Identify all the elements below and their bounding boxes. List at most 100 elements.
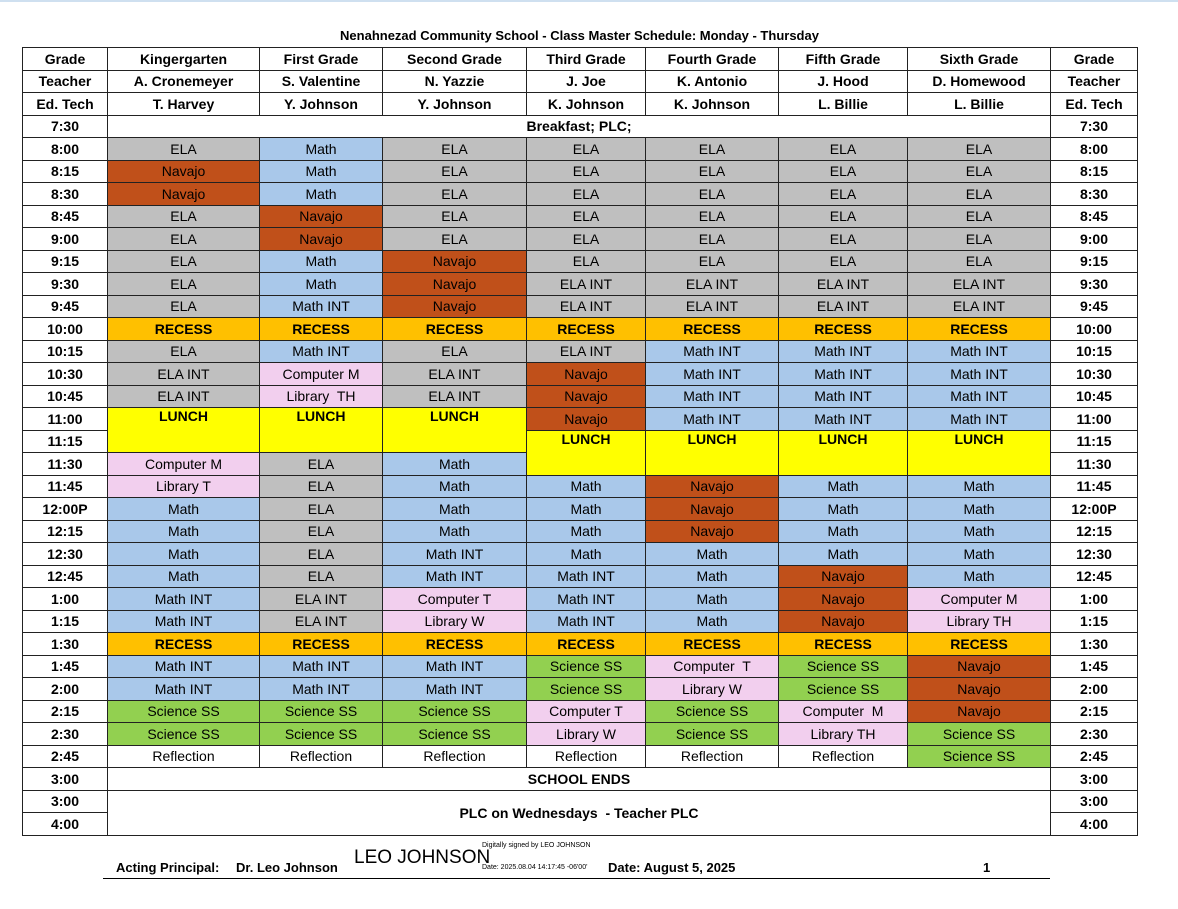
time-label: 11:15 <box>22 429 108 453</box>
column-header: Y. Johnson <box>259 92 383 116</box>
schedule-cell: Library W <box>526 722 646 746</box>
schedule-cell: Math <box>107 519 260 543</box>
schedule-cell: Math INT <box>778 339 908 363</box>
schedule-cell: Breakfast; PLC; <box>107 114 1051 138</box>
table-body: Grade Kingergarten First Grade Second Grade… <box>22 47 1138 836</box>
signature: LEO JOHNSON <box>354 847 491 868</box>
time-label: 1:15 <box>22 609 108 633</box>
column-header: L. Billie <box>778 92 908 116</box>
schedule-cell: Math <box>778 519 908 543</box>
schedule-cell: Math INT <box>778 407 908 431</box>
schedule-cell: ELA <box>526 249 646 273</box>
schedule-cell: Navajo <box>778 564 908 588</box>
schedule-cell: RECESS <box>778 317 908 341</box>
time-label: 9:15 <box>1050 249 1138 273</box>
schedule-cell: ELA <box>778 137 908 161</box>
schedule-cell: Navajo <box>645 497 779 521</box>
column-header: J. Joe <box>526 69 646 93</box>
time-label: 4:00 <box>22 812 108 836</box>
schedule-cell: LUNCH <box>259 407 383 453</box>
table-row: 10:30 ELA INT Computer M ELA INT Navajo Math … <box>22 362 1138 386</box>
table-row: Ed. Tech T. Harvey Y. Johnson Y. Johnson K. … <box>22 92 1138 116</box>
column-header: Kingergarten <box>107 47 260 71</box>
schedule-cell: RECESS <box>382 317 527 341</box>
time-label: 2:30 <box>1050 722 1138 746</box>
schedule-cell: RECESS <box>526 317 646 341</box>
time-label: 2:15 <box>1050 699 1138 723</box>
time-label: 10:30 <box>22 362 108 386</box>
table-row: 2:45 Reflection Reflection Reflection Reflec… <box>22 744 1138 768</box>
schedule-cell: Math INT <box>382 542 527 566</box>
schedule-cell: Science SS <box>778 654 908 678</box>
schedule-cell: RECESS <box>382 632 527 656</box>
schedule-cell: Math INT <box>259 677 383 701</box>
schedule-cell: ELA <box>645 182 779 206</box>
schedule-cell: ELA <box>645 249 779 273</box>
time-label: 7:30 <box>22 114 108 138</box>
time-label: 1:00 <box>22 587 108 611</box>
row-label: Grade <box>1050 47 1138 71</box>
table-row: 2:30 Science SS Science SS Science SS Librar… <box>22 722 1138 746</box>
principal-name: Dr. Leo Johnson <box>236 860 338 875</box>
schedule-cell: Navajo <box>382 249 527 273</box>
table-row: Grade Kingergarten First Grade Second Grade… <box>22 47 1138 71</box>
schedule-cell: LUNCH <box>645 429 779 476</box>
column-header: N. Yazzie <box>382 69 527 93</box>
schedule-cell: Navajo <box>645 519 779 543</box>
table-row: 1:45 Math INT Math INT Math INT Science SS Co… <box>22 654 1138 678</box>
schedule-cell: Math <box>526 542 646 566</box>
table-row: 12:00P Math ELA Math Math Navajo Math Math 12:00… <box>22 497 1138 521</box>
table-row: 1:30 RECESS RECESS RECESS RECESS RECESS RECESS… <box>22 632 1138 656</box>
column-header: First Grade <box>259 47 383 71</box>
schedule-cell: Science SS <box>107 722 260 746</box>
date: Date: August 5, 2025 <box>608 860 736 875</box>
time-label: 12:15 <box>22 519 108 543</box>
schedule-cell: Navajo <box>107 182 260 206</box>
title: Nenahnezad Community School - Class Mast… <box>340 28 819 43</box>
schedule-cell: ELA <box>259 497 383 521</box>
schedule-cell: LUNCH <box>107 407 260 453</box>
schedule-cell: Math INT <box>259 339 383 363</box>
schedule-cell: Reflection <box>259 744 383 768</box>
schedule-cell: Navajo <box>907 699 1051 723</box>
schedule-cell: Navajo <box>526 384 646 408</box>
schedule-cell: ELA <box>382 182 527 206</box>
schedule-cell: Library W <box>645 677 779 701</box>
schedule-cell: Math <box>645 542 779 566</box>
time-label: 9:30 <box>1050 272 1138 296</box>
table-row: 2:15 Science SS Science SS Science SS Comput… <box>22 699 1138 723</box>
time-label: 8:15 <box>22 159 108 183</box>
schedule-cell: Math <box>107 564 260 588</box>
schedule-cell: Math INT <box>382 677 527 701</box>
schedule-cell: ELA <box>907 227 1051 251</box>
schedule-cell: RECESS <box>907 632 1051 656</box>
schedule-cell: Science SS <box>382 722 527 746</box>
schedule-cell: ELA <box>526 227 646 251</box>
schedule-cell: Reflection <box>778 744 908 768</box>
time-label: 1:30 <box>1050 632 1138 656</box>
schedule-cell: ELA <box>645 137 779 161</box>
schedule-cell: Library TH <box>907 609 1051 633</box>
schedule-cell: Math INT <box>259 294 383 318</box>
time-label: 8:45 <box>22 204 108 228</box>
time-label: 11:15 <box>1050 429 1138 453</box>
schedule-cell: ELA <box>778 182 908 206</box>
page-number: 1 <box>983 860 991 875</box>
schedule-cell: ELA <box>645 204 779 228</box>
schedule-cell: ELA <box>526 159 646 183</box>
schedule-cell: ELA <box>907 137 1051 161</box>
table-row: 9:30 ELA Math Navajo ELA INT ELA INT ELA INT EL… <box>22 272 1138 296</box>
schedule-cell: Math INT <box>107 654 260 678</box>
column-header: J. Hood <box>778 69 908 93</box>
time-label: 9:30 <box>22 272 108 296</box>
row-label: Grade <box>22 47 108 71</box>
time-label: 12:00P <box>22 497 108 521</box>
table-row: 10:45 ELA INT Library TH ELA INT Navajo Math … <box>22 384 1138 408</box>
schedule-cell: Computer T <box>382 587 527 611</box>
column-header: T. Harvey <box>107 92 260 116</box>
schedule-cell: Science SS <box>526 677 646 701</box>
schedule-cell: Math <box>526 474 646 498</box>
schedule-cell: Math INT <box>907 384 1051 408</box>
time-label: 1:45 <box>1050 654 1138 678</box>
schedule-cell: LUNCH <box>778 429 908 476</box>
